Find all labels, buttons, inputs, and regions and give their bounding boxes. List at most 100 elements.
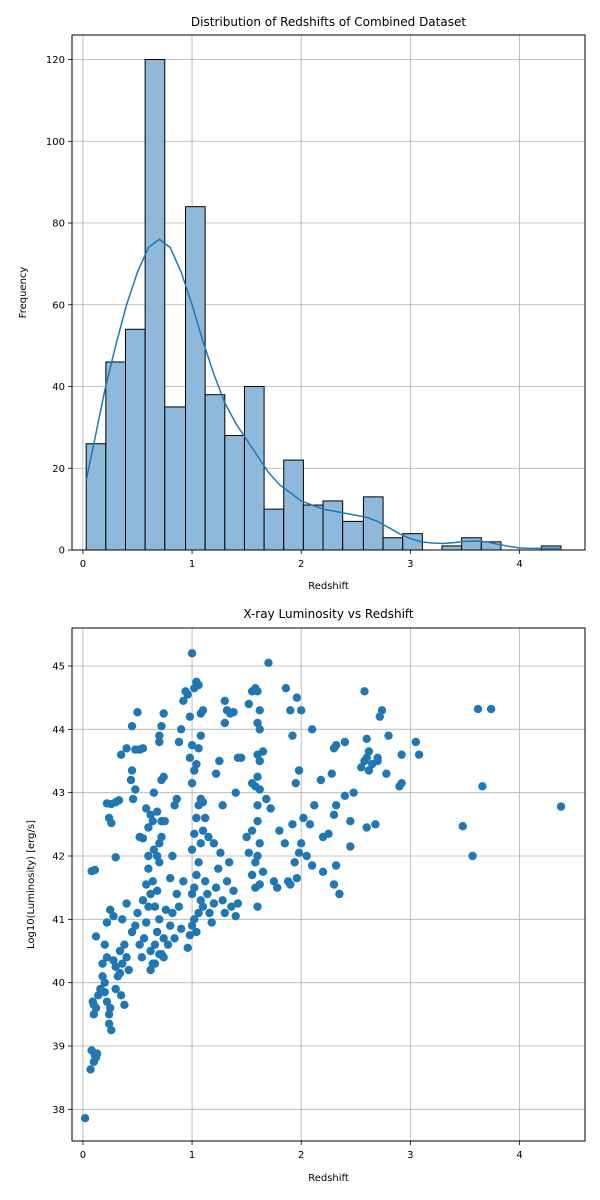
scatter-point-138 — [190, 915, 199, 924]
scatter-point-173 — [224, 858, 234, 867]
scatter-axes-frame — [71, 627, 586, 1142]
scatter-point-254 — [331, 861, 341, 870]
scatter-point-117 — [176, 924, 186, 934]
scatter-point-118 — [179, 877, 188, 886]
scatter-point-247 — [329, 810, 339, 820]
scatter-point-227 — [286, 880, 295, 889]
scatter-point-139 — [192, 927, 201, 937]
scatter-point-255 — [318, 867, 328, 877]
scatter-point-161 — [185, 753, 195, 763]
scatter-point-240 — [302, 851, 311, 861]
scatter-point-22 — [104, 1010, 114, 1019]
histogram-y-tick-label: 120 — [46, 55, 65, 66]
scatter-x-tick-label: 0 — [80, 1150, 86, 1161]
histogram-bar-0 — [85, 443, 107, 551]
scatter-point-146 — [194, 858, 203, 867]
scatter-point-170 — [218, 896, 227, 905]
scatter-point-160 — [187, 740, 197, 750]
scatter-point-11 — [89, 1010, 99, 1019]
histogram-bar-12 — [322, 500, 344, 551]
scatter-y-ticks: 38 39 40 41 42 43 44 45 — [52, 662, 72, 1116]
scatter-point-181 — [211, 769, 221, 778]
scatter-point-32 — [107, 818, 116, 828]
scatter-point-234 — [294, 766, 304, 775]
scatter-point-193 — [244, 848, 254, 858]
scatter-point-242 — [305, 820, 315, 829]
scatter-point-244 — [316, 775, 326, 785]
scatter-point-269 — [362, 823, 371, 832]
scatter-points — [80, 649, 566, 1123]
scatter-point-219 — [264, 658, 273, 668]
scatter-point-155 — [187, 778, 197, 788]
scatter-point-74 — [155, 915, 164, 924]
scatter-point-222 — [269, 877, 279, 886]
scatter-point-97 — [160, 816, 169, 826]
scatter-point-43 — [122, 953, 131, 962]
scatter-point-197 — [255, 880, 264, 889]
scatter-point-251 — [331, 740, 341, 750]
scatter-point-13 — [94, 991, 103, 1000]
scatter-point-162 — [200, 877, 210, 886]
scatter-point-98 — [142, 804, 151, 813]
scatter-y-tick-label: 41 — [52, 915, 65, 926]
scatter-point-223 — [273, 883, 282, 892]
scatter-point-36 — [114, 796, 124, 805]
scatter-point-268 — [360, 687, 369, 696]
scatter-point-112 — [166, 921, 175, 930]
scatter-point-260 — [346, 816, 355, 826]
scatter-point-87 — [138, 834, 148, 843]
scatter-point-243 — [310, 801, 319, 810]
scatter-point-253 — [335, 889, 344, 899]
scatter-point-46 — [120, 1000, 129, 1010]
scatter-point-57 — [127, 721, 137, 731]
scatter-point-228 — [288, 820, 297, 829]
scatter-point-108 — [150, 959, 160, 968]
scatter-point-285 — [468, 851, 477, 861]
histogram-bars — [85, 59, 562, 551]
scatter-point-44 — [124, 965, 133, 975]
scatter-point-235 — [288, 731, 297, 740]
scatter-point-213 — [255, 706, 264, 715]
scatter-point-42 — [120, 940, 129, 949]
scatter-point-165 — [207, 918, 216, 927]
scatter-point-168 — [214, 864, 223, 873]
scatter-point-49 — [118, 915, 127, 924]
scatter-point-187 — [229, 708, 238, 717]
scatter-point-78 — [138, 896, 148, 905]
scatter-point-167 — [211, 883, 221, 892]
scatter-point-237 — [281, 683, 291, 693]
scatter-point-91 — [152, 807, 162, 816]
scatter-point-121 — [170, 801, 179, 810]
scatter-y-tick-label: 45 — [52, 662, 65, 673]
scatter-y-tick-label: 39 — [52, 1042, 65, 1053]
scatter-point-103 — [155, 737, 164, 747]
scatter-point-236 — [286, 706, 295, 715]
scatter-point-194 — [247, 870, 257, 880]
scatter-point-111 — [163, 940, 173, 949]
scatter-point-287 — [478, 782, 487, 791]
scatter-point-23 — [106, 1003, 115, 1013]
scatter-point-81 — [146, 889, 155, 899]
scatter-point-30 — [111, 853, 120, 862]
scatter-point-201 — [255, 839, 264, 848]
scatter-point-128 — [185, 712, 195, 721]
scatter-point-115 — [172, 889, 181, 899]
scatter-point-95 — [155, 839, 164, 848]
scatter-point-233 — [291, 778, 300, 788]
scatter-point-27 — [102, 918, 112, 927]
scatter-point-17 — [100, 987, 109, 997]
scatter-point-280 — [397, 778, 406, 788]
scatter-point-198 — [258, 867, 268, 877]
scatter-point-135 — [183, 943, 192, 953]
scatter-point-84 — [152, 886, 162, 896]
scatter-point-73 — [152, 927, 162, 937]
scatter-point-266 — [364, 747, 374, 756]
scatter-point-189 — [231, 788, 240, 797]
scatter-point-282 — [411, 737, 421, 747]
scatter-point-191 — [236, 753, 246, 763]
histogram-bar-3 — [144, 59, 166, 551]
scatter-point-8 — [90, 865, 100, 875]
scatter-point-45 — [116, 991, 126, 1000]
scatter-point-140 — [194, 908, 203, 918]
histogram-y-axis-label: Frequency — [18, 267, 29, 319]
